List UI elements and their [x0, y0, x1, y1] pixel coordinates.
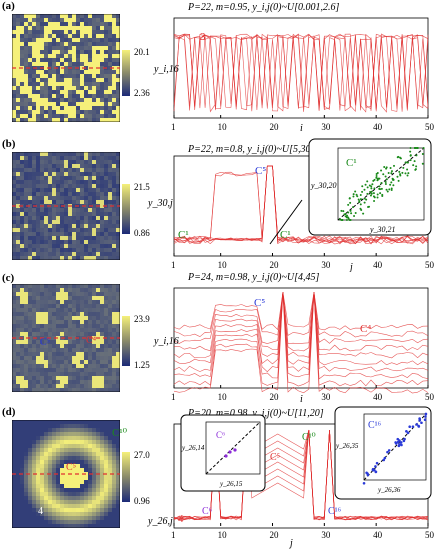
y-axis-label: y_i,16 — [153, 64, 179, 75]
panel-tag: (c) — [2, 272, 15, 284]
panel-b: (b) P=22, m=0.8, y_i,j(0)~U[5,30] 21.5 0… — [0, 138, 434, 272]
svg-text:30: 30 — [321, 260, 331, 270]
svg-text:30: 30 — [321, 530, 331, 540]
svg-text:30: 30 — [321, 122, 331, 132]
line-plot: 3 y_i,16 i 1 10 20 30 40 50 — [153, 17, 434, 134]
inset-scatter: C¹ y_30,20 y_30,21 — [308, 138, 432, 236]
x-axis-label: j — [348, 262, 353, 272]
cluster-label: C⁵ — [40, 337, 51, 348]
colorbar-min: 2.36 — [134, 88, 150, 98]
svg-text:20: 20 — [269, 260, 279, 270]
x-axis-label: i — [300, 123, 303, 134]
inset-ylabel: y_30,20 — [310, 181, 337, 190]
cluster-label: 4 — [38, 506, 43, 517]
svg-text:50: 50 — [425, 392, 434, 402]
svg-text:1: 1 — [171, 530, 176, 540]
inset-title: C⁶ — [216, 430, 225, 440]
panel-c: (c) P=24, m=0.98, y_i,j(0)~U[4,45] 23.9 … — [0, 272, 434, 404]
colorbar — [122, 50, 130, 96]
panel-tag: (d) — [2, 406, 16, 418]
heatmap — [12, 284, 120, 392]
panel-caption: P=20, m=0.98, y_i,j(0)~U[11,20] — [188, 408, 324, 419]
heatmap — [12, 14, 120, 122]
panel-caption: P=22, m=0.95, y_i,j(0)~U[0.001,2.6] — [188, 2, 340, 13]
svg-text:1: 1 — [171, 392, 176, 402]
svg-text:40: 40 — [373, 530, 383, 540]
cluster-label: 3 — [200, 31, 206, 43]
inset-title: C¹⁶ — [368, 420, 382, 431]
cluster-label: C⁵ — [66, 462, 77, 473]
panel-d: (d) P=20, m=0.98, y_i,j(0)~U[11,20] 27.0… — [0, 406, 434, 550]
svg-text:30: 30 — [321, 392, 331, 402]
svg-text:1: 1 — [171, 260, 176, 270]
panel-tag: (b) — [2, 138, 16, 150]
cluster-label: C¹ — [280, 229, 291, 241]
x-axis-label: j — [288, 538, 293, 549]
x-ticks: 1 10 20 30 40 50 — [171, 115, 434, 132]
cluster-label: C⁴ — [360, 323, 371, 335]
y-axis-label: y_i,16 — [153, 336, 179, 347]
inset-xlabel: y_26,15 — [219, 480, 243, 488]
colorbar-min: 0.86 — [134, 228, 150, 238]
cluster-label: C⁴ — [86, 335, 97, 346]
x-axis-label: i — [300, 394, 303, 404]
svg-text:20: 20 — [269, 392, 279, 402]
cluster-label: C⁵ — [270, 452, 280, 463]
colorbar-max: 27.0 — [134, 450, 150, 460]
colorbar-min: 1.25 — [134, 360, 150, 370]
svg-text:40: 40 — [373, 122, 383, 132]
inset-scatter: C⁶ y_26,14 y_26,15 — [180, 414, 266, 492]
colorbar — [122, 184, 130, 234]
cluster-label: C⁶ — [202, 506, 213, 517]
colorbar — [122, 316, 130, 366]
y-axis-label: y_26,j — [147, 516, 173, 527]
colorbar — [122, 452, 130, 502]
svg-text:1: 1 — [171, 122, 176, 132]
svg-text:50: 50 — [425, 122, 434, 132]
svg-text:40: 40 — [373, 260, 383, 270]
panel-tag: (a) — [2, 0, 15, 12]
cluster-label: C¹⁰ — [112, 427, 128, 439]
cluster-label: C⁵ — [254, 297, 265, 309]
panel-caption: P=24, m=0.98, y_i,j(0)~U[4,45] — [188, 272, 320, 283]
line-plot: C⁵ C⁴ y_i,16 i 1 10 20 30 40 50 — [153, 287, 434, 404]
cluster-label: 4 — [178, 513, 184, 525]
svg-text:50: 50 — [425, 260, 434, 270]
heatmap — [12, 152, 120, 260]
svg-text:10: 10 — [218, 122, 228, 132]
inset-title: C¹ — [346, 157, 357, 169]
y-axis-label: y_30,j — [147, 198, 173, 209]
colorbar-max: 23.9 — [134, 314, 150, 324]
svg-text:50: 50 — [425, 530, 434, 540]
svg-text:10: 10 — [218, 530, 228, 540]
colorbar-max: 20.1 — [134, 47, 150, 57]
svg-text:20: 20 — [269, 122, 279, 132]
svg-text:10: 10 — [218, 260, 228, 270]
cluster-label: C¹ — [178, 229, 189, 241]
cluster-label: C¹⁶ — [328, 506, 342, 517]
inset-xlabel: y_26,36 — [377, 486, 401, 494]
x-ticks: 1 10 20 30 40 50 — [171, 253, 434, 270]
cluster-label: C⁵ — [255, 165, 266, 177]
colorbar-max: 21.5 — [134, 182, 150, 192]
svg-text:20: 20 — [269, 530, 279, 540]
svg-text:10: 10 — [218, 392, 228, 402]
inset-xlabel: y_30,21 — [369, 225, 396, 234]
inset-scatter: C¹⁶ y_26,35 y_26,36 — [334, 406, 432, 500]
heatmap — [12, 420, 120, 528]
panel-a: (a) P=22, m=0.95, y_i,j(0)~U[0.001,2.6] … — [0, 0, 434, 135]
x-ticks: 1 10 20 30 40 50 — [171, 523, 434, 540]
svg-text:40: 40 — [373, 392, 383, 402]
panel-caption: P=22, m=0.8, y_i,j(0)~U[5,30] — [188, 144, 315, 155]
inset-ylabel: y_26,14 — [181, 444, 205, 452]
colorbar-min: 0.96 — [134, 496, 150, 506]
inset-ylabel: y_26,35 — [335, 442, 359, 450]
x-ticks: 1 10 20 30 40 50 — [171, 385, 434, 402]
cluster-label: C¹⁰ — [302, 432, 316, 443]
